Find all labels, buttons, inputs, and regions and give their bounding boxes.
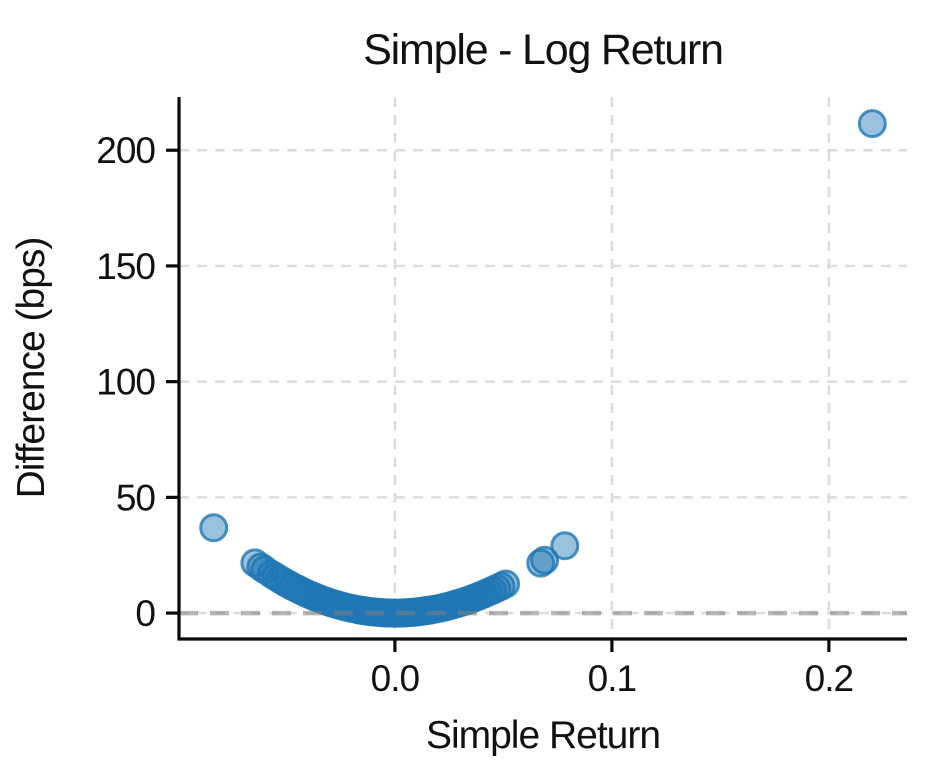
data-point xyxy=(491,569,521,599)
points-layer xyxy=(199,109,887,628)
axes-layer xyxy=(166,97,907,652)
x-tick-label: 0.2 xyxy=(805,658,853,699)
data-point xyxy=(550,531,580,561)
y-tick-label: 0 xyxy=(135,593,155,634)
tick-label-layer: 0.0 0.1 0.2 0 50 100 150 200 xyxy=(96,130,854,699)
data-point xyxy=(199,513,229,543)
axes-spines xyxy=(177,97,907,641)
x-axis-label: Simple Return xyxy=(426,714,660,757)
y-tick-label: 50 xyxy=(116,477,156,518)
y-tick-label: 100 xyxy=(96,362,155,403)
y-tick-label: 200 xyxy=(96,130,155,171)
y-tick-label: 150 xyxy=(96,246,155,287)
chart-title: Simple - Log Return xyxy=(363,26,723,74)
x-tick-label: 0.1 xyxy=(588,658,636,699)
data-point xyxy=(530,545,560,575)
grid-layer xyxy=(179,97,907,639)
x-tick-label: 0.0 xyxy=(371,658,420,699)
y-axis-label: Difference (bps) xyxy=(10,238,53,499)
data-point xyxy=(857,109,887,139)
